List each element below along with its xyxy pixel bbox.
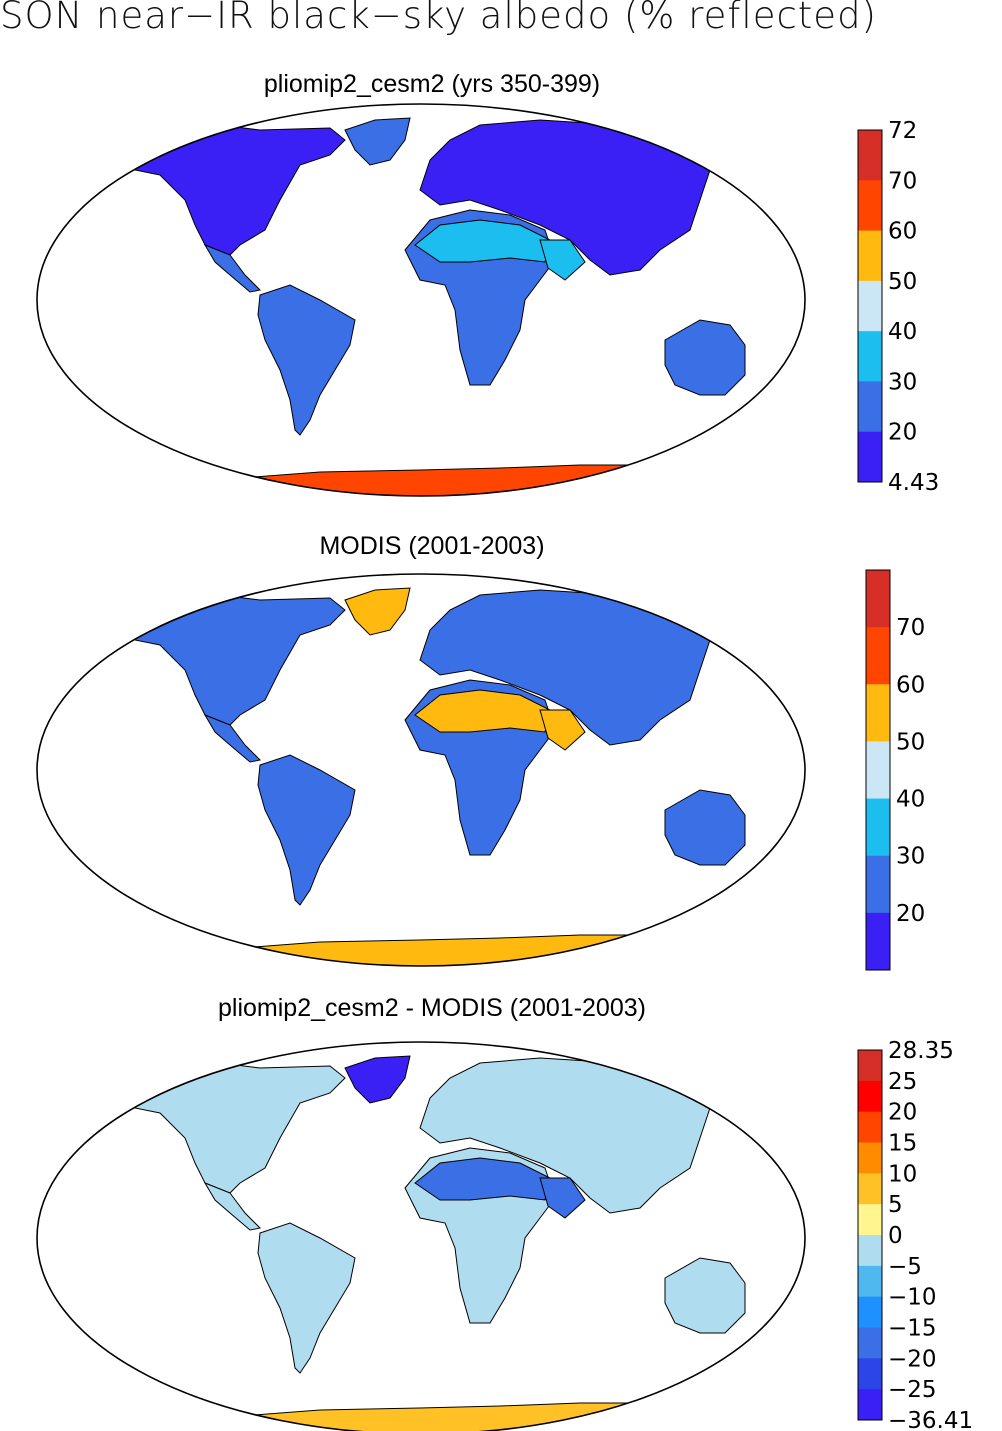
colorbar-tick-label: 15 bbox=[888, 1131, 917, 1157]
colorbar-tick-label: 5 bbox=[888, 1192, 903, 1218]
colorbar-swatch bbox=[858, 180, 882, 232]
colorbar-swatch bbox=[866, 798, 890, 857]
colorbar-swatch bbox=[858, 1296, 882, 1328]
australia bbox=[664, 1257, 746, 1334]
map-panel-2 bbox=[36, 573, 806, 967]
map-outline bbox=[36, 1041, 806, 1431]
colorbar-tick-label: 70 bbox=[888, 168, 917, 194]
colorbar-swatch bbox=[858, 1204, 882, 1236]
colorbar-swatch bbox=[858, 431, 882, 483]
europe-asia bbox=[419, 589, 726, 746]
colorbar-tick-label: −15 bbox=[888, 1316, 937, 1342]
colorbar-tick-label: 50 bbox=[896, 729, 925, 755]
colorbar-swatch bbox=[858, 1111, 882, 1143]
south-america bbox=[257, 754, 356, 906]
colorbar-tick-label: −25 bbox=[888, 1377, 937, 1403]
colorbar-swatch bbox=[858, 1235, 882, 1267]
central-america bbox=[203, 713, 262, 763]
europe-asia bbox=[419, 119, 726, 276]
map-outline bbox=[36, 573, 806, 967]
colorbar-tick-label: 40 bbox=[896, 787, 925, 813]
colorbar-swatch bbox=[858, 1265, 882, 1298]
colorbar-swatch bbox=[858, 331, 882, 382]
figure-title: SON near−IR black−sky albedo (% reflecte… bbox=[0, 0, 877, 37]
colorbar-tick-label: 4.43 bbox=[888, 470, 939, 496]
colorbar-tick-label: 20 bbox=[888, 1100, 917, 1126]
colorbar-tick-label: 10 bbox=[888, 1161, 917, 1187]
europe-asia bbox=[419, 1057, 726, 1214]
colorbar-tick-label: 30 bbox=[896, 844, 925, 870]
colorbar-swatch bbox=[858, 1389, 882, 1421]
north-america bbox=[129, 124, 346, 256]
panel-3-title: pliomip2_cesm2 - MODIS (2001-2003) bbox=[218, 994, 646, 1022]
colorbar-tick-label: 50 bbox=[888, 269, 917, 295]
arabia bbox=[539, 1177, 586, 1219]
colorbar-tick-label: −10 bbox=[888, 1285, 937, 1311]
colorbar-tick-label: −5 bbox=[888, 1254, 922, 1280]
colorbar-tick-label: −36.41 bbox=[888, 1408, 973, 1431]
greenland bbox=[344, 117, 411, 166]
colorbar-frame bbox=[857, 1049, 883, 1421]
colorbar-swatch bbox=[858, 1142, 882, 1174]
colorbar-tick-label: 0 bbox=[888, 1223, 903, 1249]
south-america bbox=[257, 1222, 356, 1374]
colorbar-swatch bbox=[858, 280, 882, 332]
colorbar-swatch bbox=[858, 1080, 882, 1113]
colorbar-panel-1: 72 70 60 50 40 30 20 4.43 bbox=[857, 118, 939, 496]
colorbar-swatch bbox=[866, 627, 890, 685]
colorbar-swatch bbox=[858, 1358, 882, 1390]
colorbar-panel-2: 70 60 50 40 30 20 bbox=[865, 569, 925, 971]
map-panel-3 bbox=[36, 1041, 806, 1431]
colorbar-swatch bbox=[858, 1050, 882, 1082]
south-america bbox=[257, 284, 356, 436]
colorbar-tick-label: 60 bbox=[888, 219, 917, 245]
colorbar-swatch bbox=[866, 684, 890, 742]
colorbar-tick-label: 25 bbox=[888, 1069, 917, 1095]
greenland bbox=[344, 1055, 411, 1104]
colorbar-swatch bbox=[858, 230, 882, 282]
colorbar-tick-label: 20 bbox=[896, 901, 925, 927]
map-outline bbox=[36, 103, 806, 497]
north-america bbox=[129, 1062, 346, 1194]
north-america bbox=[129, 594, 346, 726]
colorbar-swatch bbox=[858, 1173, 882, 1205]
colorbar-swatch bbox=[858, 130, 882, 181]
colorbar-swatch bbox=[858, 381, 882, 433]
colorbar-swatch bbox=[866, 855, 890, 914]
colorbar-tick-label: 28.35 bbox=[888, 1038, 954, 1064]
colorbar-tick-label: 20 bbox=[888, 420, 917, 446]
colorbar-frame bbox=[857, 129, 883, 483]
arabia bbox=[539, 709, 586, 751]
arabia bbox=[539, 239, 586, 281]
panel-2-title: MODIS (2001-2003) bbox=[319, 532, 545, 560]
australia bbox=[664, 319, 746, 396]
panel-1-title: pliomip2_cesm2 (yrs 350-399) bbox=[263, 70, 601, 98]
colorbar-tick-label: 40 bbox=[888, 319, 917, 345]
australia bbox=[664, 789, 746, 866]
colorbar-tick-label: 72 bbox=[888, 118, 917, 144]
colorbar-frame bbox=[865, 569, 891, 971]
colorbar-tick-label: 60 bbox=[896, 672, 925, 698]
colorbar-swatch bbox=[858, 1327, 882, 1359]
colorbar-swatch bbox=[866, 570, 890, 628]
central-america bbox=[203, 1181, 262, 1231]
colorbar-swatch bbox=[866, 741, 890, 800]
colorbar-tick-label: 70 bbox=[896, 615, 925, 641]
colorbar-swatch bbox=[866, 912, 890, 971]
greenland bbox=[344, 587, 411, 636]
colorbar-tick-label: 30 bbox=[888, 369, 917, 395]
colorbar-panel-3: 28.35 25 20 15 10 5 0 −5 −10 −15 −20 −25 −36.41 bbox=[857, 1038, 973, 1431]
colorbar-tick-label: −20 bbox=[888, 1346, 937, 1372]
central-america bbox=[203, 243, 262, 293]
map-panel-1 bbox=[36, 103, 806, 497]
